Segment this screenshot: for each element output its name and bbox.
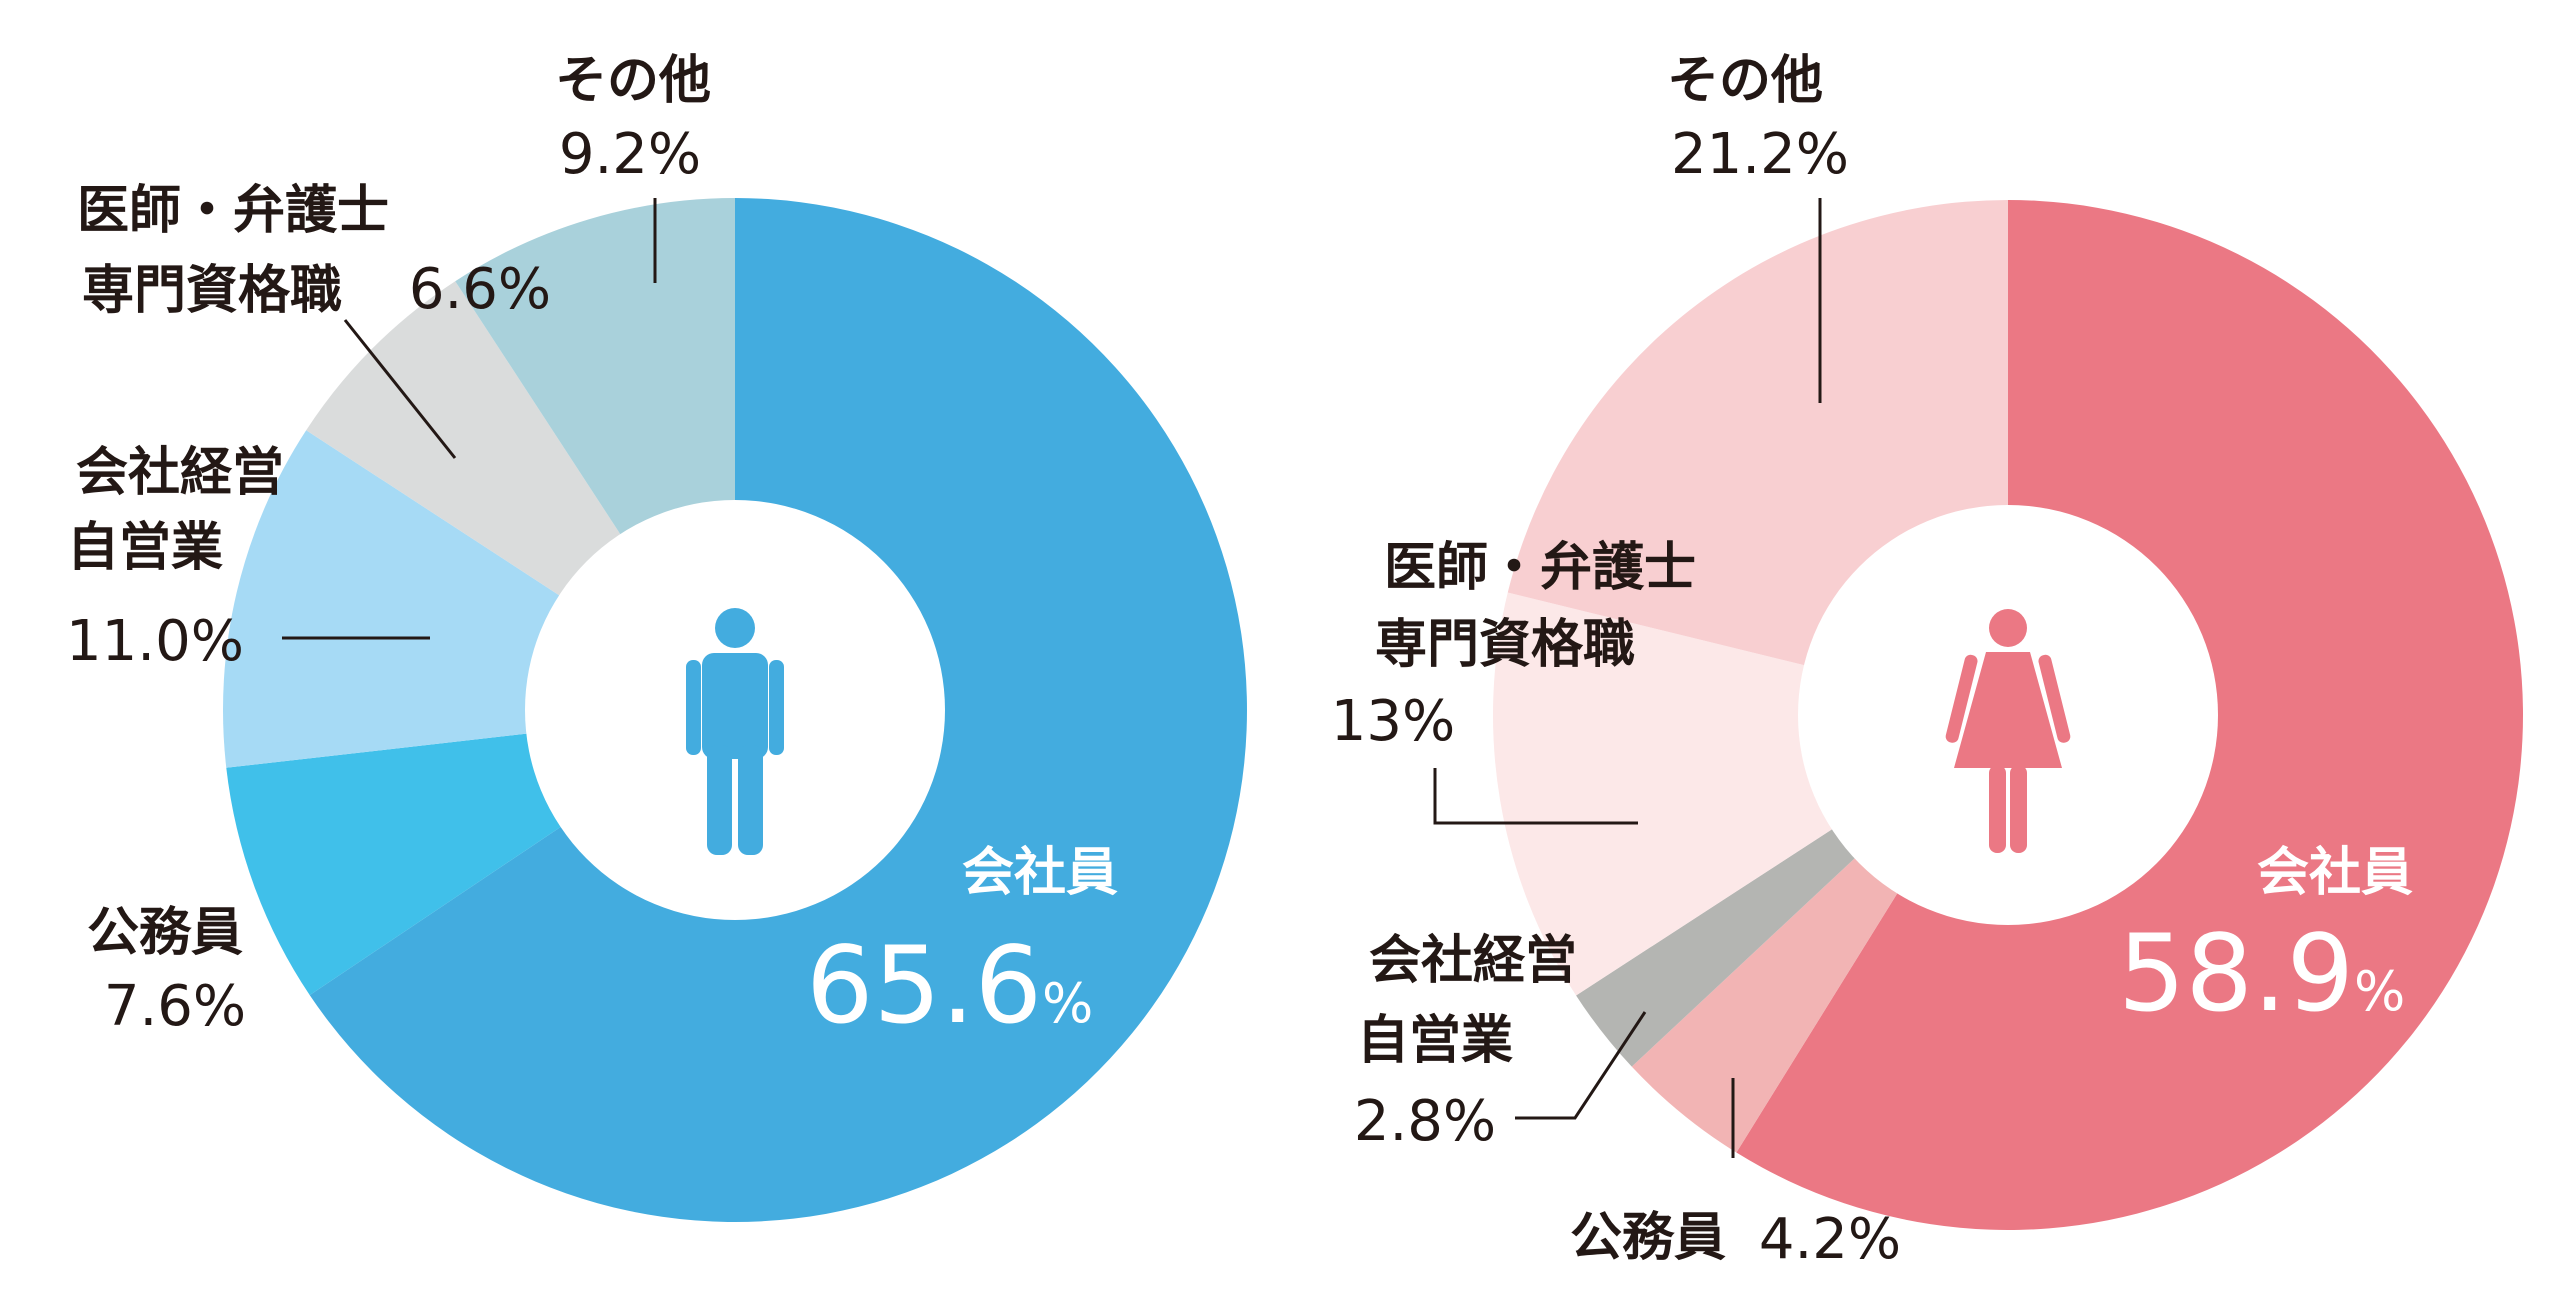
- female-koumuin-label: 公務員: [1570, 1208, 1726, 1268]
- male-shikaku-label-line2: 専門資格職: [82, 261, 342, 321]
- male-koumuin-label: 公務員: [87, 903, 243, 963]
- male-keiei-label-line1: 会社経営: [76, 443, 284, 503]
- male-shikaku-value: 6.6%: [409, 257, 551, 322]
- female-person-icon: [1945, 609, 2071, 853]
- male-sonota-label: その他: [555, 51, 711, 111]
- male-keiei-value: 11.0%: [66, 609, 244, 674]
- male-shikaku-label-line1: 医師・弁護士: [77, 181, 389, 241]
- female-keiei-value: 2.8%: [1354, 1089, 1496, 1154]
- male-keiei-label-line2: 自営業: [67, 518, 223, 578]
- female-shikaku-label-line2: 専門資格職: [1375, 615, 1635, 675]
- female-sonota-label: その他: [1667, 51, 1823, 111]
- male-person-icon: [686, 608, 784, 855]
- male-koumuin-value: 7.6%: [104, 974, 246, 1039]
- male-main-slice-value: 65.6%: [806, 924, 1093, 1047]
- female-koumuin-value: 4.2%: [1759, 1207, 1901, 1272]
- female-main-slice-value: 58.9%: [2118, 912, 2405, 1035]
- female-shikaku-label-line1: 医師・弁護士: [1384, 538, 1696, 598]
- female-keiei-label-line2: 自営業: [1357, 1011, 1513, 1071]
- female-shikaku-value: 13%: [1331, 689, 1455, 754]
- male-sonota-value: 9.2%: [559, 122, 701, 187]
- female-main-slice-label: 会社員: [2257, 843, 2413, 903]
- male-shikaku-leader-line: [343, 319, 457, 459]
- male-main-slice-label: 会社員: [962, 843, 1118, 903]
- female-keiei-label-line1: 会社経営: [1369, 931, 1577, 991]
- female-sonota-value: 21.2%: [1671, 122, 1849, 187]
- female-keiei-leader-line: [1515, 1011, 1647, 1120]
- female-shikaku-leader-line: [1433, 768, 1638, 825]
